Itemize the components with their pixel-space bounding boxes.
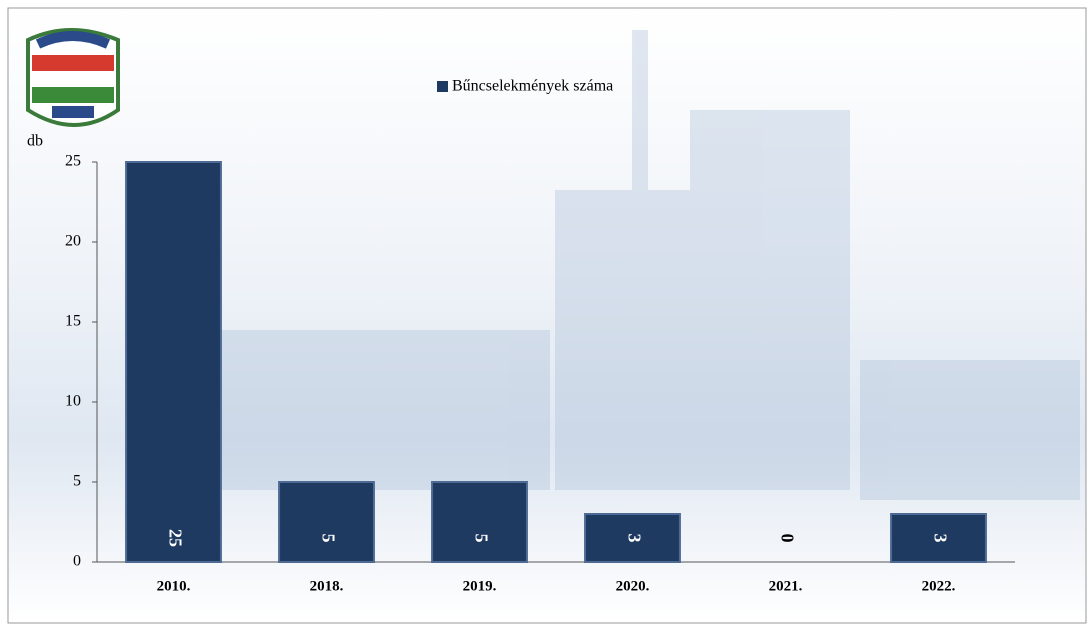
y-tick-label: 5 bbox=[73, 473, 81, 490]
y-tick-label: 25 bbox=[65, 153, 81, 170]
bar bbox=[890, 513, 987, 563]
police-logo bbox=[26, 28, 120, 127]
y-axis-label: db bbox=[27, 133, 43, 150]
building-background bbox=[220, 30, 1080, 500]
y-tick-label: 10 bbox=[65, 393, 81, 410]
y-tick-label: 15 bbox=[65, 313, 81, 330]
x-tick-label: 2021. bbox=[769, 578, 803, 594]
y-tick-label: 0 bbox=[73, 553, 81, 570]
bar bbox=[584, 513, 681, 563]
data-label: 5 bbox=[471, 534, 491, 543]
x-tick-label: 2018. bbox=[310, 578, 344, 594]
bar bbox=[125, 161, 222, 563]
data-label: 3 bbox=[930, 534, 950, 543]
bar bbox=[431, 481, 528, 563]
data-label: 25 bbox=[165, 529, 185, 547]
data-label: 5 bbox=[318, 534, 338, 543]
bar bbox=[278, 481, 375, 563]
legend-label: Bűncselekmények száma bbox=[452, 78, 613, 95]
x-tick-label: 2010. bbox=[157, 578, 191, 594]
x-tick-label: 2019. bbox=[463, 578, 497, 594]
data-label: 0 bbox=[777, 534, 797, 543]
data-label: 3 bbox=[624, 534, 644, 543]
y-tick-label: 20 bbox=[65, 233, 81, 250]
x-tick-label: 2022. bbox=[922, 578, 956, 594]
legend-swatch bbox=[437, 81, 448, 92]
x-tick-label: 2020. bbox=[616, 578, 650, 594]
